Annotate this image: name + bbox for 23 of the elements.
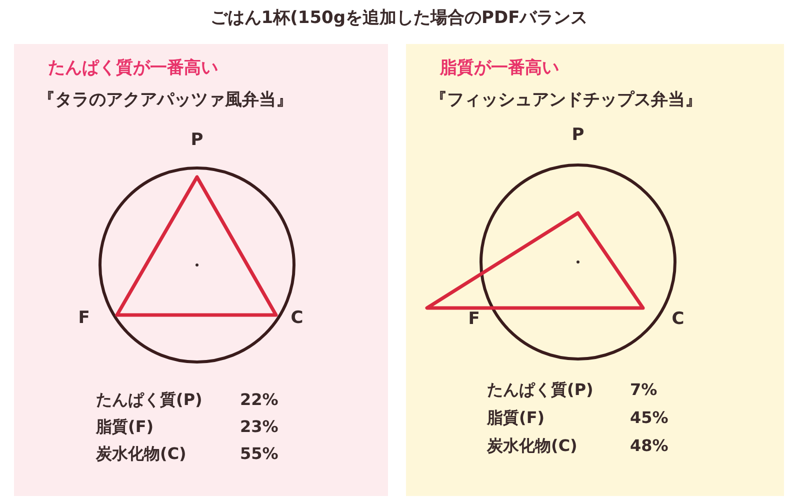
text: 『フィッシュアンドチップス弁当』 [430, 89, 702, 111]
data-label: 22% [240, 390, 278, 409]
text: C [290, 308, 304, 328]
category-label: 脂質(F) [95, 417, 154, 436]
text: 脂質が一番高い [440, 57, 559, 79]
text: P [190, 130, 204, 150]
category-label: 炭水化物(C) [95, 444, 186, 463]
text: P [572, 125, 584, 145]
text: C [672, 309, 684, 329]
category-label: 炭水化物(C) [486, 436, 578, 455]
category-label: たんぱく質(P) [487, 380, 594, 399]
data-label: 48% [630, 436, 668, 455]
text: F [78, 308, 90, 328]
text: ごはん1杯(150gを追加した場合のPDFバランス [209, 7, 589, 29]
data-label: 7% [630, 380, 658, 399]
text: F [468, 309, 480, 329]
category-label: 脂質(F) [486, 408, 545, 427]
text: 『タラのアクアパッツァ風弁当』 [38, 89, 293, 111]
category-label: たんぱく質(P) [96, 390, 202, 409]
data-label: 23% [240, 417, 278, 436]
text: たんぱく質が一番高い [48, 57, 218, 79]
data-label: 45% [630, 408, 668, 427]
data-label: 55% [240, 444, 278, 463]
